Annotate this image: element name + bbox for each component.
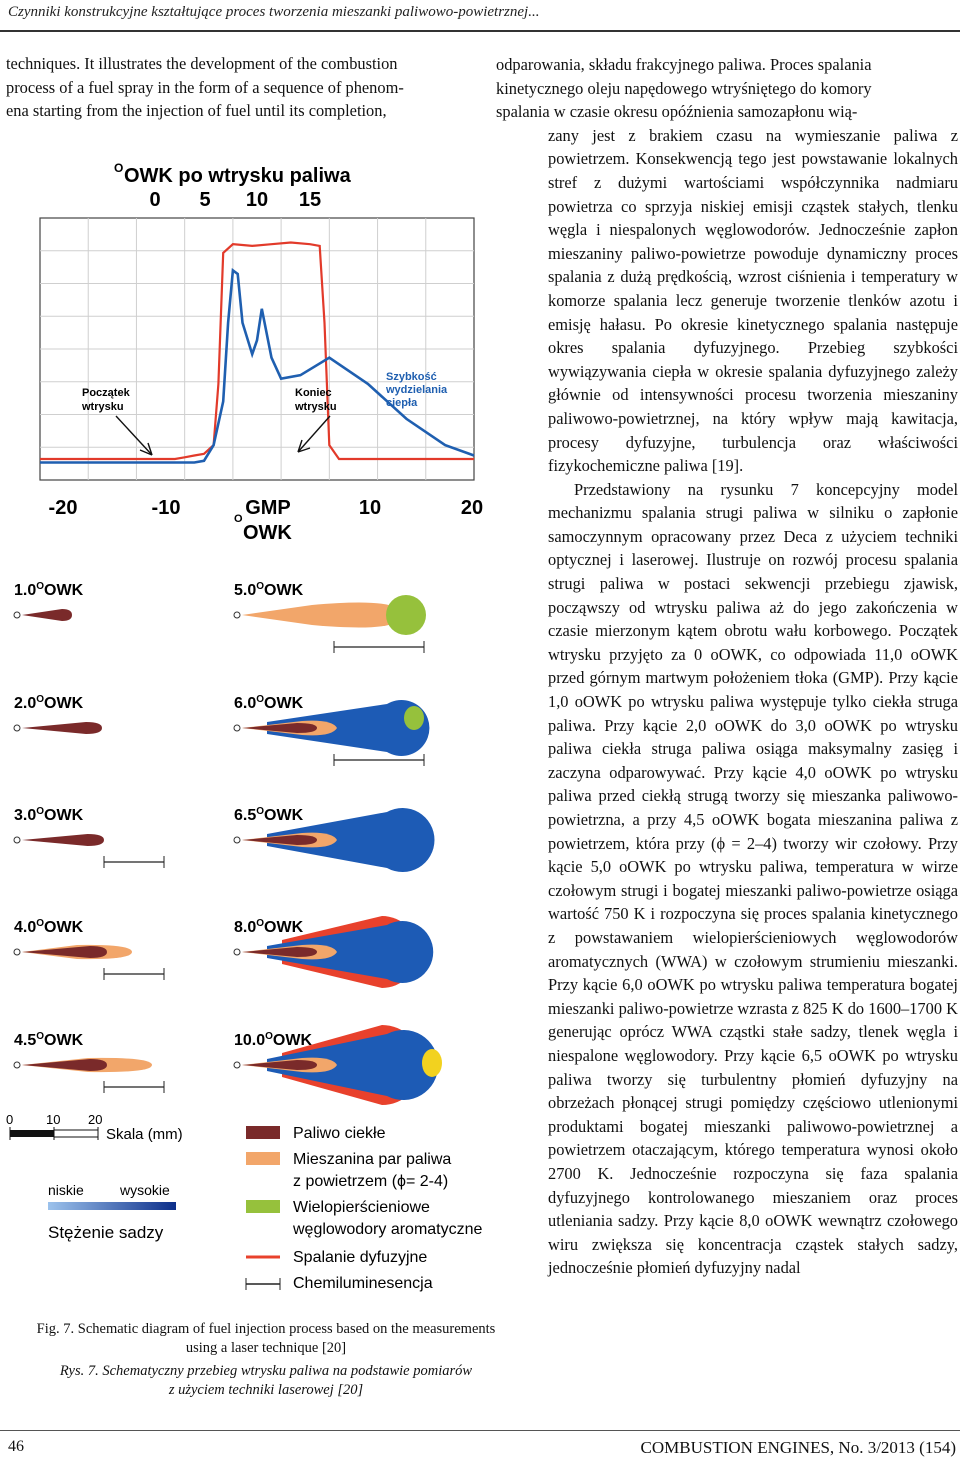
- annotation-start-arrow: [115, 415, 153, 456]
- left-intro-line: techniques. It illustrates the developme…: [6, 54, 398, 73]
- journal-name: COMBUSTION ENGINES, No. 3/2013 (154): [640, 1438, 956, 1457]
- left-intro-line: process of a fuel spray in the form of a…: [6, 77, 404, 97]
- soot-high-label: wysokie: [119, 1182, 170, 1198]
- spray-frame-label: 10.0OOWK: [234, 1031, 312, 1049]
- top-tick-label: 15: [299, 189, 321, 211]
- spray-frame-label: 6.0OOWK: [234, 694, 304, 712]
- top-tick-label: 5: [199, 189, 210, 211]
- bottom-tick-label: 20: [461, 497, 483, 519]
- bottom-tick-label: GMP: [245, 497, 291, 519]
- legend-item: Wielopierścieniowe węglowodory aromatyczn…: [246, 1199, 483, 1238]
- heat-release-line: [40, 267, 475, 464]
- caption-pl-line1: Rys. 7. Schematyczny przebieg wtrysku pa…: [59, 1363, 473, 1379]
- running-head: Czynniki konstrukcyjne kształtujące proc…: [8, 4, 540, 20]
- spray-frame: 5.0OOWK: [233, 581, 426, 653]
- annotation-end-arrow: [297, 415, 331, 453]
- legend-label: węglowodory aromatyczne: [292, 1221, 483, 1238]
- figure-legend: Paliwo ciekłe Mieszanina par paliwa z powi…: [245, 1125, 483, 1292]
- annotation-start-arrowhead: [139, 442, 153, 456]
- annotation-end-arrowhead: [297, 439, 311, 453]
- legend-label: z powietrzem (ϕ= 2-4): [293, 1173, 448, 1190]
- footer-rule: [0, 1430, 960, 1431]
- legend-label: Chemiluminesencja: [293, 1275, 433, 1292]
- spray-frame-label: 4.0OOWK: [14, 918, 84, 936]
- spray-frame-label: 4.5OOWK: [14, 1031, 84, 1049]
- top-axis-ticks: 0 5 10 15: [149, 189, 321, 211]
- top-tick-label: 10: [246, 189, 268, 211]
- annotation-rate-line1: Szybkość: [386, 371, 437, 383]
- spray-frame: 6.0OOWK: [233, 694, 430, 766]
- spray-frame: 1.0OOWK: [13, 581, 84, 621]
- figure-7: O OWK po wtrysku paliwa 0 5 10 15 Początek …: [6, 161, 484, 1292]
- spray-frame-label: 2.0OOWK: [14, 694, 84, 712]
- legend-label: Wielopierścieniowe: [293, 1199, 430, 1216]
- soot-gradient-bar: [48, 1202, 176, 1210]
- left-intro-text: techniques. It illustrates the developme…: [6, 52, 472, 123]
- spray-frame: 10.0OOWK: [233, 1025, 442, 1105]
- spray-frame-label: 3.0OOWK: [14, 806, 84, 824]
- right-column-text: odparowania, składu frakcyjnego paliwa. …: [496, 53, 958, 1280]
- scale-tick-label: 20: [88, 1112, 102, 1127]
- caption-en-line1: Fig. 7. Schematic diagram of fuel inject…: [36, 1321, 496, 1337]
- spray-frame: 8.0OOWK: [233, 916, 434, 988]
- bottom-axis-unit-degree: O: [234, 513, 243, 525]
- legend-label: Paliwo ciekłe: [293, 1125, 386, 1142]
- top-tick-label: 0: [149, 189, 160, 211]
- spray-frame: 4.5OOWK: [13, 1031, 165, 1093]
- legend-label: Mieszanina par paliwa: [293, 1151, 451, 1168]
- scale-label: Skala (mm): [106, 1126, 183, 1143]
- scale-tick-label: 0: [6, 1112, 13, 1127]
- bottom-tick-label: -10: [152, 497, 181, 519]
- spray-frames: 1.0OOWK 2.0OOWK 3.0OOWK 4.0OOWK 4.5OOWK 5.0OO…: [13, 581, 442, 1105]
- bottom-axis-unit: OWK: [243, 522, 292, 544]
- annotation-start-line2: wtrysku: [81, 401, 124, 413]
- chart-title: OWK po wtrysku paliwa: [124, 165, 352, 187]
- spray-frame: 3.0OOWK: [13, 806, 165, 868]
- legend-label: Spalanie dyfuzyjne: [293, 1249, 427, 1266]
- figure-caption: Fig. 7. Schematic diagram of fuel inject…: [10, 1320, 522, 1400]
- page-number: 46: [8, 1438, 24, 1455]
- spray-frame-label: 1.0OOWK: [14, 581, 84, 599]
- spray-frame-label: 6.5OOWK: [234, 806, 304, 824]
- chart-title-degree: O: [114, 161, 123, 175]
- soot-low-label: niskie: [48, 1182, 84, 1198]
- legend-item: Chemiluminesencja: [245, 1275, 433, 1292]
- annotation-end-line2: wtrysku: [294, 401, 337, 413]
- legend-item: Paliwo ciekłe: [246, 1125, 386, 1142]
- caption-pl-line2: z użyciem techniki laserowej [20]: [168, 1382, 364, 1398]
- annotation-rate-line2: wydzielania: [385, 384, 448, 396]
- bottom-axis-ticks: -20 -10 GMP 10 20: [49, 497, 484, 519]
- injection-signal-line: [40, 241, 474, 461]
- legend-item: Spalanie dyfuzyjne: [246, 1249, 427, 1266]
- scale-tick-label: 10: [46, 1112, 60, 1127]
- caption-en-line2: using a laser technique [20]: [185, 1340, 347, 1356]
- header-rule: [0, 30, 960, 32]
- right-p2: Przedstawiony na rysunku 7 koncepcyjny m…: [548, 479, 958, 1278]
- left-intro-line: ena starting from the injection of fuel …: [6, 101, 387, 121]
- spray-frame-label: 8.0OOWK: [234, 918, 304, 936]
- annotation-start-line1: Początek: [82, 387, 131, 399]
- spray-frame: 4.0OOWK: [13, 918, 165, 980]
- scale-bar: 0 10 20 Skala (mm): [6, 1112, 183, 1143]
- spray-frame-label: 5.0OOWK: [234, 581, 304, 599]
- right-p1-rest: zany jest z brakiem czasu na wymieszanie…: [548, 125, 958, 476]
- right-p1-line: kinetycznego oleju napędowego wtryśnięte…: [496, 78, 872, 98]
- soot-label: Stężenie sadzy: [48, 1223, 164, 1242]
- right-p1-line: odparowania, składu frakcyjnego paliwa. …: [496, 55, 872, 74]
- legend-item: Mieszanina par paliwa z powietrzem (ϕ= 2-…: [246, 1151, 451, 1190]
- bottom-tick-label: -20: [49, 497, 78, 519]
- annotation-end-line1: Koniec: [295, 387, 332, 399]
- right-p1-line: spalania w czasie okresu opóźnienia samo…: [496, 102, 858, 122]
- spray-frame: 2.0OOWK: [13, 694, 102, 734]
- spray-frame: 6.5OOWK: [233, 806, 435, 872]
- bottom-tick-label: 10: [359, 497, 381, 519]
- annotation-rate-line3: ciepła: [386, 397, 418, 409]
